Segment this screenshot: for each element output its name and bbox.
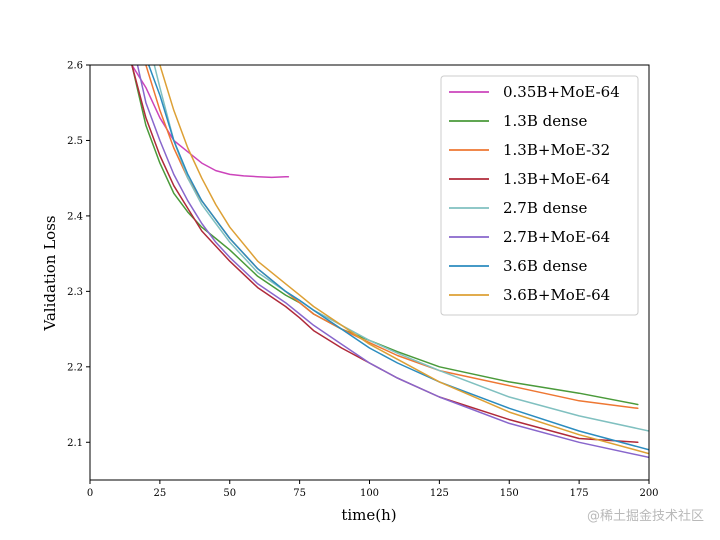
series-line-7: [159, 65, 649, 455]
y-tick-label: 2.2: [67, 362, 83, 373]
series-line-1: [131, 65, 639, 406]
legend-label: 1.3B+MoE-32: [503, 141, 610, 159]
x-tick-label: 200: [639, 488, 658, 499]
x-tick-label: 175: [570, 488, 589, 499]
series-lines: [131, 65, 649, 459]
x-axis-label: time(h): [341, 506, 396, 524]
legend-box: [440, 75, 639, 316]
x-tick-label: 100: [360, 488, 379, 499]
legend-label: 0.35B+MoE-64: [503, 83, 620, 101]
series-line-0: [131, 65, 290, 179]
y-tick-label: 2.1: [67, 438, 83, 449]
legend-label: 3.6B dense: [503, 257, 587, 275]
legend-label: 2.7B dense: [503, 199, 587, 217]
legend-label: 1.3B+MoE-64: [503, 170, 610, 188]
y-tick-label: 2.4: [67, 211, 83, 222]
y-tick-label: 2.6: [67, 61, 83, 72]
x-tick-label: 150: [500, 488, 519, 499]
legend-label: 3.6B+MoE-64: [503, 286, 610, 304]
y-tick-label: 2.3: [67, 287, 83, 298]
x-tick-label: 50: [223, 488, 236, 499]
y-axis-label: Validation Loss: [41, 215, 59, 331]
y-tick-label: 2.5: [67, 136, 83, 147]
y-axis-ticks: 2.1 2.2 2.3 2.4 2.5 2.6: [67, 61, 90, 449]
watermark: @稀土掘金技术社区: [587, 508, 704, 524]
x-tick-label: 25: [154, 488, 167, 499]
x-tick-label: 125: [430, 488, 449, 499]
legend-label: 2.7B+MoE-64: [503, 228, 610, 246]
x-tick-label: 75: [293, 488, 306, 499]
legend-label: 1.3B dense: [503, 112, 587, 130]
series-line-5: [136, 65, 649, 459]
x-tick-label: 0: [87, 488, 93, 499]
x-axis-ticks: 0 25 50 75 100 125 150 175 200: [87, 480, 659, 499]
legend: 0.35B+MoE-64 1.3B dense 1.3B+MoE-32 1.3B+Mo…: [440, 75, 639, 316]
